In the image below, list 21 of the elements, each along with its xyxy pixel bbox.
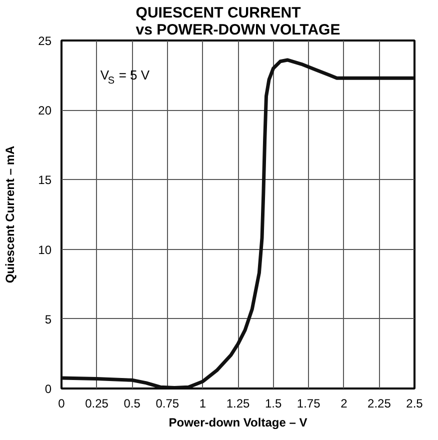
y-tick-label: 20 <box>38 104 52 118</box>
y-tick-label: 5 <box>44 312 52 326</box>
x-tick-label: 0.75 <box>156 396 180 410</box>
x-axis-title: Power-down Voltage – V <box>168 416 308 430</box>
x-tick-label: 1 <box>199 396 206 410</box>
y-axis-title: Quiescent Current – mA <box>3 145 18 284</box>
x-tick-label: 1.25 <box>226 396 250 410</box>
x-tick-label: 2.5 <box>406 396 424 410</box>
y-tick-label: 25 <box>38 34 52 48</box>
x-tick-label: 1.75 <box>296 396 321 410</box>
x-tick-label: 0.5 <box>124 396 141 410</box>
line-series <box>62 58 414 388</box>
chart-title: QUIESCENT CURRENT vs POWER-DOWN VOLTAGE <box>136 4 340 38</box>
y-tick-label: 10 <box>38 242 52 257</box>
x-tick-label: 2.25 <box>368 396 392 410</box>
x-tick-label: 2 <box>340 396 348 410</box>
x-tick-label: 0.25 <box>85 396 109 410</box>
x-tick-label: 1.5 <box>264 396 282 410</box>
y-tick-label: 0 <box>44 382 52 396</box>
y-tick-label: 15 <box>38 173 52 188</box>
x-tick-label: 0 <box>58 396 66 410</box>
